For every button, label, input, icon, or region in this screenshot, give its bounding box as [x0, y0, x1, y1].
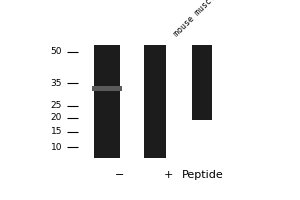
Text: 25: 25	[51, 102, 62, 110]
Bar	[92, 86, 122, 90]
Text: 10: 10	[50, 142, 62, 152]
Text: mouse muscle: mouse muscle	[172, 0, 220, 38]
Bar	[94, 45, 120, 158]
Text: 50: 50	[50, 47, 62, 56]
Text: 35: 35	[50, 78, 62, 88]
Text: Peptide: Peptide	[182, 170, 224, 180]
Text: −: −	[115, 170, 125, 180]
Bar	[192, 45, 212, 120]
Text: +: +	[163, 170, 173, 180]
Bar	[144, 45, 166, 158]
Text: 15: 15	[50, 128, 62, 136]
Text: 20: 20	[51, 114, 62, 122]
